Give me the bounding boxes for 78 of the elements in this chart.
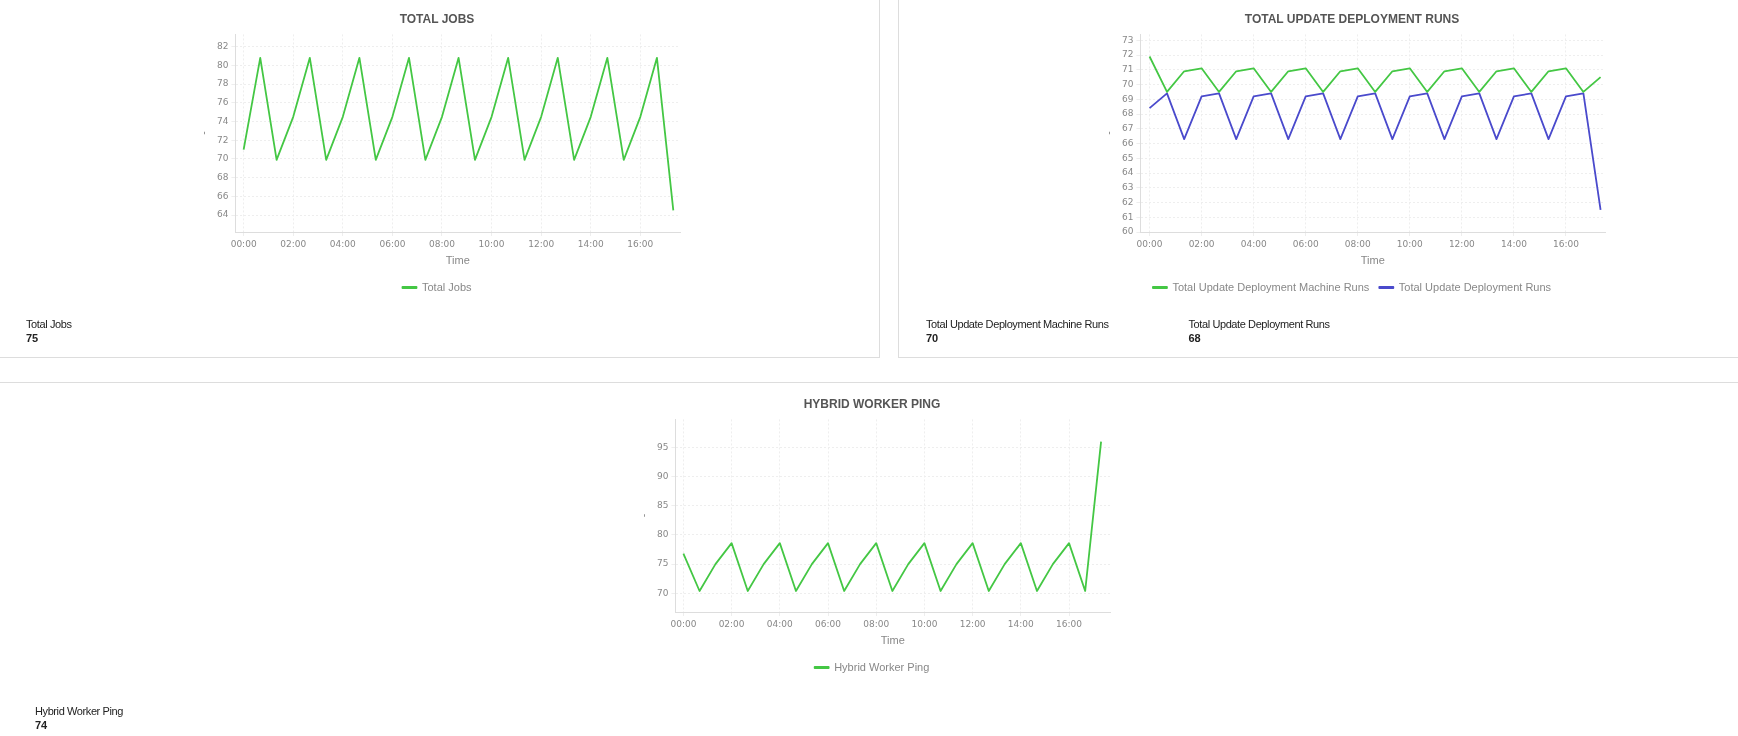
y-tick-label: 75 bbox=[657, 558, 669, 569]
y-tick-label: 85 bbox=[657, 500, 669, 511]
y-tick-label: 90 bbox=[657, 470, 669, 481]
y-tick-label: 80 bbox=[657, 529, 669, 540]
y-axis-title: - bbox=[1102, 131, 1114, 135]
y-tick-label: 70 bbox=[1122, 78, 1134, 89]
y-tick-label: 67 bbox=[1122, 123, 1134, 134]
y-tick-label: 71 bbox=[1122, 64, 1134, 75]
y-tick-label: 68 bbox=[1122, 108, 1134, 119]
x-tick-label: 00:00 bbox=[230, 238, 257, 249]
text: Total Update Deployment Runs bbox=[1188, 318, 1330, 330]
text: Hybrid Worker Ping bbox=[35, 705, 123, 717]
y-tick-label: 66 bbox=[1122, 137, 1134, 148]
x-tick-label: 02:00 bbox=[718, 618, 745, 629]
x-tick-label: 08:00 bbox=[1344, 238, 1371, 249]
y-tick-label: 72 bbox=[1122, 49, 1134, 60]
x-tick-label: 02:00 bbox=[280, 238, 307, 249]
x-tick-label: 02:00 bbox=[1188, 238, 1215, 249]
x-tick-label: 12:00 bbox=[528, 238, 555, 249]
x-tick-label: 16:00 bbox=[1056, 618, 1083, 629]
x-tick-label: 08:00 bbox=[863, 618, 890, 629]
x-axis-title: Time bbox=[880, 634, 905, 647]
y-tick-label: 64 bbox=[217, 209, 229, 220]
y-tick-label: 60 bbox=[1122, 226, 1134, 237]
y-tick-label: 74 bbox=[217, 115, 229, 126]
y-tick-label: 95 bbox=[657, 441, 669, 452]
chart-title: TOTAL JOBS bbox=[399, 11, 475, 26]
y-tick-label: 69 bbox=[1122, 93, 1134, 104]
x-tick-label: 10:00 bbox=[478, 238, 505, 249]
y-tick-label: 70 bbox=[657, 587, 669, 598]
x-tick-label: 04:00 bbox=[766, 618, 794, 629]
y-tick-label: 61 bbox=[1122, 211, 1134, 222]
x-tick-label: 16:00 bbox=[1552, 238, 1580, 249]
text: Total Update Deployment Machine Runs bbox=[926, 318, 1109, 330]
x-tick-label: 00:00 bbox=[1136, 238, 1163, 249]
x-tick-label: 14:00 bbox=[577, 238, 604, 249]
x-axis-title: Time bbox=[1360, 254, 1385, 267]
x-tick-label: 06:00 bbox=[815, 618, 842, 629]
legend-label: Hybrid Worker Ping bbox=[834, 660, 930, 673]
y-tick-label: 63 bbox=[1122, 182, 1134, 193]
x-tick-label: 00:00 bbox=[670, 618, 697, 629]
x-tick-label: 08:00 bbox=[429, 238, 456, 249]
x-tick-label: 16:00 bbox=[627, 238, 654, 249]
y-tick-label: 82 bbox=[217, 40, 229, 51]
text: Total Jobs bbox=[26, 318, 72, 330]
legend-label: Total Update Deployment Machine Runs bbox=[1172, 280, 1370, 293]
x-tick-label: 04:00 bbox=[329, 238, 357, 249]
x-tick-label: 12:00 bbox=[1448, 238, 1476, 249]
y-tick-label: 62 bbox=[1122, 196, 1134, 207]
text: 74 bbox=[35, 719, 49, 731]
text: 75 bbox=[26, 332, 40, 344]
x-tick-label: 12:00 bbox=[959, 618, 986, 629]
y-tick-label: 72 bbox=[217, 134, 229, 145]
y-tick-label: 78 bbox=[217, 78, 229, 89]
x-tick-label: 06:00 bbox=[1292, 238, 1319, 249]
y-tick-label: 80 bbox=[217, 59, 229, 70]
y-tick-label: 70 bbox=[217, 153, 229, 164]
y-tick-label: 73 bbox=[1122, 34, 1134, 45]
x-tick-label: 06:00 bbox=[379, 238, 406, 249]
chart-title: HYBRID WORKER PING bbox=[803, 396, 941, 411]
x-tick-label: 10:00 bbox=[1396, 238, 1424, 249]
y-tick-label: 76 bbox=[217, 97, 229, 108]
text: 68 bbox=[1188, 332, 1202, 344]
y-tick-label: 65 bbox=[1122, 152, 1134, 163]
y-axis-title: - bbox=[637, 514, 649, 518]
x-tick-label: 14:00 bbox=[1007, 618, 1035, 629]
y-tick-label: 68 bbox=[217, 172, 229, 183]
legend-label: Total Update Deployment Runs bbox=[1398, 280, 1552, 293]
legend-label: Total Jobs bbox=[421, 280, 473, 293]
x-axis-title: Time bbox=[445, 254, 470, 267]
x-tick-label: 14:00 bbox=[1500, 238, 1528, 249]
x-tick-label: 04:00 bbox=[1240, 238, 1267, 249]
x-tick-label: 10:00 bbox=[911, 618, 938, 629]
y-axis-title: - bbox=[197, 131, 209, 135]
chart-title: TOTAL UPDATE DEPLOYMENT RUNS bbox=[1244, 11, 1460, 26]
text: 70 bbox=[926, 332, 940, 344]
y-tick-label: 66 bbox=[217, 190, 229, 201]
y-tick-label: 64 bbox=[1122, 167, 1134, 178]
